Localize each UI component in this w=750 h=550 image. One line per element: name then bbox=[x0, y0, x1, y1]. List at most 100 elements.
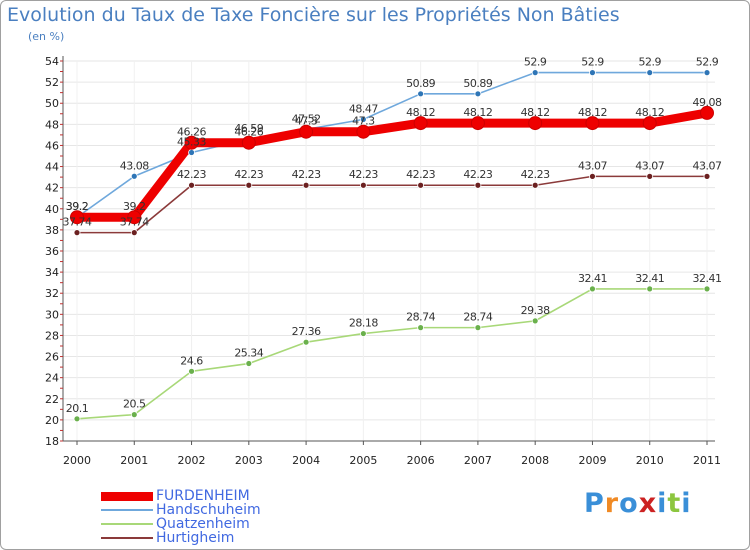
legend-item: Handschuheim bbox=[101, 503, 261, 517]
data-label-hurtigheim: 43.07 bbox=[635, 159, 664, 172]
data-point-hurtigheim bbox=[417, 181, 425, 189]
y-tick-label: 46 bbox=[45, 139, 59, 152]
data-label-handschuheim: 45.33 bbox=[177, 136, 206, 149]
data-label-furdenheim: 48.12 bbox=[406, 106, 435, 119]
data-label-furdenheim: 39.2 bbox=[66, 200, 89, 213]
data-point-hurtigheim bbox=[130, 229, 138, 237]
y-tick-label: 20 bbox=[45, 414, 59, 427]
x-tick-label: 2007 bbox=[464, 454, 492, 467]
data-point-furdenheim bbox=[299, 124, 314, 139]
data-point-furdenheim bbox=[585, 116, 600, 131]
legend-item: FURDENHEIM bbox=[101, 489, 261, 503]
data-point-handschuheim bbox=[359, 115, 367, 123]
logo-letter: i bbox=[657, 488, 668, 519]
data-label-handschuheim: 47.52 bbox=[292, 112, 321, 125]
data-label-handschuheim: 43.08 bbox=[120, 159, 149, 172]
data-label-handschuheim: 48.47 bbox=[349, 102, 378, 115]
chart-title: Evolution du Taux de Taxe Foncière sur l… bbox=[7, 4, 620, 26]
logo-letter: t bbox=[667, 488, 682, 519]
data-label-furdenheim: 48.12 bbox=[635, 106, 664, 119]
logo-letter: P bbox=[584, 488, 605, 519]
data-point-hurtigheim bbox=[589, 172, 596, 180]
data-label-quatzenheim: 20.5 bbox=[123, 398, 146, 411]
data-label-quatzenheim: 32.41 bbox=[578, 272, 607, 285]
legend-item: Hurtigheim bbox=[101, 531, 261, 545]
data-label-quatzenheim: 28.74 bbox=[406, 311, 435, 324]
y-tick-label: 30 bbox=[45, 308, 59, 321]
data-label-furdenheim: 48.12 bbox=[521, 106, 550, 119]
data-label-handschuheim: 39.2 bbox=[66, 200, 89, 213]
data-point-handschuheim bbox=[130, 172, 138, 180]
data-point-quatzenheim bbox=[359, 330, 367, 337]
logo-letter: x bbox=[638, 488, 658, 519]
data-point-quatzenheim bbox=[589, 285, 596, 293]
data-point-hurtigheim bbox=[73, 229, 81, 237]
data-label-handschuheim: 46.59 bbox=[234, 122, 263, 135]
data-label-furdenheim: 39.2 bbox=[123, 200, 146, 213]
data-point-handschuheim bbox=[646, 69, 654, 77]
data-point-hurtigheim bbox=[302, 181, 310, 189]
x-tick-label: 2004 bbox=[292, 454, 320, 467]
y-tick-label: 22 bbox=[45, 393, 59, 406]
y-tick-label: 36 bbox=[45, 245, 59, 258]
data-label-handschuheim: 50.89 bbox=[463, 77, 492, 90]
data-label-furdenheim: 49.08 bbox=[693, 96, 722, 109]
series-line-hurtigheim bbox=[76, 175, 708, 234]
data-point-furdenheim bbox=[470, 116, 485, 131]
data-point-quatzenheim bbox=[130, 411, 138, 419]
data-point-hurtigheim bbox=[359, 181, 367, 189]
data-label-hurtigheim: 42.23 bbox=[406, 168, 435, 181]
x-tick-label: 2006 bbox=[407, 454, 435, 467]
y-tick-label: 34 bbox=[45, 266, 59, 279]
y-tick-label: 18 bbox=[45, 435, 59, 448]
legend: FURDENHEIM Handschuheim Quatzenheim Hurt… bbox=[101, 489, 261, 545]
x-tick-label: 2003 bbox=[235, 454, 263, 467]
data-point-furdenheim bbox=[127, 210, 142, 225]
data-label-hurtigheim: 37.74 bbox=[120, 216, 149, 229]
data-point-furdenheim bbox=[413, 116, 428, 131]
y-tick-label: 38 bbox=[45, 224, 59, 237]
data-label-furdenheim: 46.26 bbox=[177, 126, 206, 139]
y-tick-label: 32 bbox=[45, 287, 59, 300]
data-label-hurtigheim: 42.23 bbox=[234, 168, 263, 181]
data-label-quatzenheim: 20.1 bbox=[66, 402, 89, 415]
legend-item: Quatzenheim bbox=[101, 517, 261, 531]
data-point-hurtigheim bbox=[646, 172, 654, 180]
data-point-quatzenheim bbox=[531, 317, 539, 325]
data-point-quatzenheim bbox=[417, 324, 425, 332]
data-label-hurtigheim: 42.23 bbox=[349, 168, 378, 181]
data-label-quatzenheim: 32.41 bbox=[635, 272, 664, 285]
x-tick-label: 2008 bbox=[521, 454, 549, 467]
data-point-furdenheim bbox=[356, 124, 371, 139]
data-label-quatzenheim: 25.34 bbox=[234, 347, 263, 360]
y-tick-label: 44 bbox=[45, 161, 59, 174]
data-point-furdenheim bbox=[184, 135, 199, 150]
legend-swatch-handschuheim bbox=[101, 509, 153, 511]
x-tick-label: 2011 bbox=[693, 454, 721, 467]
data-label-handschuheim: 52.9 bbox=[581, 56, 604, 69]
data-label-furdenheim: 46.26 bbox=[234, 126, 263, 139]
data-point-furdenheim bbox=[642, 116, 657, 131]
legend-label: Handschuheim bbox=[156, 502, 261, 518]
data-label-hurtigheim: 42.23 bbox=[177, 168, 206, 181]
y-tick-label: 52 bbox=[45, 76, 59, 89]
legend-swatch-furdenheim bbox=[101, 491, 153, 501]
data-label-handschuheim: 50.89 bbox=[406, 77, 435, 90]
data-label-hurtigheim: 42.23 bbox=[292, 168, 321, 181]
data-point-hurtigheim bbox=[703, 172, 711, 180]
legend-label: Quatzenheim bbox=[156, 516, 250, 532]
data-point-handschuheim bbox=[703, 69, 711, 77]
series-line-quatzenheim bbox=[76, 288, 708, 420]
x-tick-label: 2001 bbox=[120, 454, 148, 467]
data-point-quatzenheim bbox=[245, 360, 253, 367]
data-point-furdenheim bbox=[70, 210, 84, 225]
y-tick-label: 26 bbox=[45, 351, 59, 364]
legend-swatch-quatzenheim bbox=[101, 523, 153, 525]
data-point-furdenheim bbox=[241, 135, 256, 150]
data-point-quatzenheim bbox=[703, 285, 711, 293]
data-label-hurtigheim: 37.74 bbox=[63, 216, 92, 229]
data-point-handschuheim bbox=[417, 90, 425, 98]
data-label-hurtigheim: 43.07 bbox=[693, 159, 722, 172]
